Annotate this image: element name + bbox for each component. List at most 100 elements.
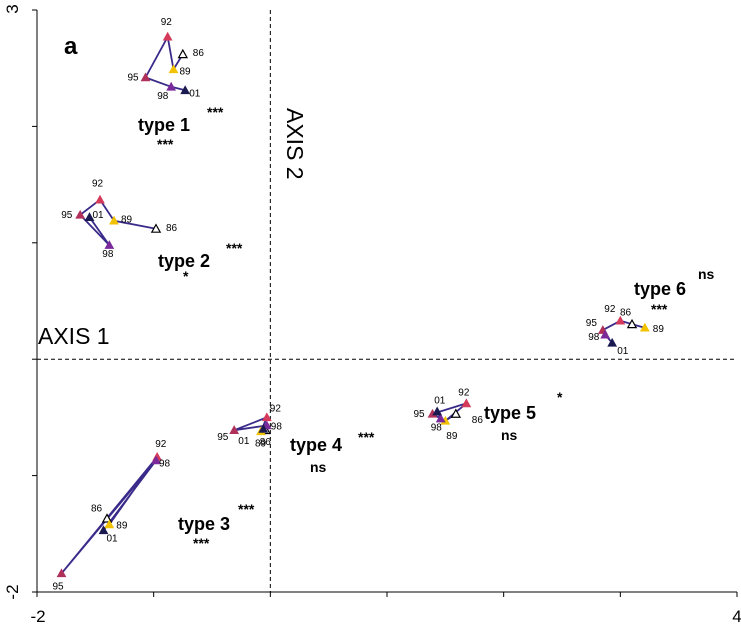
plot-frame <box>36 10 737 593</box>
point-marker-01 <box>607 337 618 347</box>
significance-axis1: ns <box>698 266 715 282</box>
year-label: 86 <box>91 504 103 515</box>
year-label: 95 <box>414 409 426 420</box>
significance-axis1: *** <box>358 429 375 445</box>
year-label: 95 <box>61 210 73 221</box>
year-label: 98 <box>102 249 114 260</box>
x-tick-label-max: 4 <box>732 607 741 626</box>
type-label: type 4 <box>290 435 342 455</box>
year-label: 01 <box>238 436 250 447</box>
type-label: type 6 <box>634 279 686 299</box>
point-marker-95 <box>75 209 86 219</box>
axis-ticks <box>32 9 738 597</box>
year-label: 92 <box>161 17 173 28</box>
significance-axis2: ns <box>501 427 518 443</box>
year-label: 01 <box>189 88 201 99</box>
point-marker-98 <box>151 455 161 465</box>
year-label: 86 <box>193 48 205 59</box>
point-marker-86 <box>150 223 162 233</box>
point-marker-98 <box>104 240 115 249</box>
point-marker-89 <box>168 64 179 74</box>
year-label: 89 <box>180 66 192 77</box>
year-label: 86 <box>472 415 484 426</box>
year-label: 98 <box>271 422 283 433</box>
point-marker-95 <box>140 72 151 82</box>
y-tick-label-max: 3 <box>3 4 22 13</box>
significance-axis1: *** <box>238 501 255 517</box>
significance-axis1: *** <box>226 240 243 256</box>
significance-axis2: *** <box>157 136 174 152</box>
point-marker-95 <box>56 568 67 578</box>
series-type-2: 86 89 92 95 98 01 <box>61 179 177 260</box>
significance-axis2: ns <box>310 459 327 475</box>
significance-axis2: *** <box>651 301 668 317</box>
point-marker-89 <box>639 322 650 332</box>
year-label: 86 <box>260 437 272 448</box>
point-marker-98 <box>600 329 611 339</box>
trajectory-line <box>79 198 157 247</box>
series-type-3: 86 89 92 95 98 01 <box>53 439 171 592</box>
year-label: 95 <box>217 432 229 443</box>
type-label: type 2 <box>158 251 210 271</box>
point-marker-92 <box>162 31 173 41</box>
year-label: 89 <box>446 431 458 442</box>
y-axis-title: AXIS 2 <box>282 108 308 180</box>
type-label: type 3 <box>178 514 230 534</box>
zero-lines <box>37 10 737 592</box>
x-axis-title: AXIS 1 <box>38 323 110 349</box>
year-label: 95 <box>53 581 65 592</box>
year-label: 98 <box>157 91 169 102</box>
year-label: 92 <box>270 403 282 414</box>
year-label: 92 <box>458 387 470 398</box>
type-label: type 1 <box>138 115 190 135</box>
year-label: 98 <box>588 332 600 343</box>
trajectory-line <box>144 35 186 92</box>
point-marker-98 <box>435 413 446 423</box>
point-marker-01 <box>432 406 443 416</box>
point-marker-01 <box>258 424 269 433</box>
year-label: 01 <box>93 210 105 221</box>
point-marker-89 <box>109 215 119 225</box>
year-label: 01 <box>434 396 446 407</box>
year-label: 95 <box>128 73 140 84</box>
year-label: 89 <box>653 324 665 335</box>
significance-axis1: *** <box>207 104 224 120</box>
year-label: 98 <box>159 459 171 470</box>
significance-axis2: * <box>183 268 189 284</box>
point-marker-86 <box>626 318 638 329</box>
year-label: 89 <box>121 215 133 226</box>
year-label: 86 <box>166 223 178 234</box>
point-marker-01 <box>84 212 95 221</box>
point-marker-89 <box>104 519 115 529</box>
point-marker-01 <box>98 525 109 535</box>
significance-axis1: * <box>557 389 563 405</box>
year-label: 89 <box>255 438 267 449</box>
point-marker-01 <box>180 85 191 95</box>
point-marker-86 <box>450 408 462 418</box>
year-label: 92 <box>155 439 167 450</box>
year-label: 98 <box>431 423 443 434</box>
year-label: 01 <box>107 533 119 544</box>
year-label: 01 <box>617 346 629 357</box>
series-type-5: 86 89 92 95 98 01 <box>414 387 484 442</box>
year-label: 92 <box>92 179 104 190</box>
year-label: 95 <box>586 318 598 329</box>
point-marker-86 <box>177 48 189 59</box>
year-label: 89 <box>116 521 128 532</box>
panel-label: a <box>64 33 78 60</box>
point-marker-98 <box>166 81 177 91</box>
type-label: type 5 <box>484 403 536 423</box>
series-type-6: 86 89 92 95 98 01 <box>586 304 665 357</box>
trajectory-line <box>60 456 159 575</box>
point-marker-92 <box>615 315 626 325</box>
point-marker-95 <box>229 425 240 434</box>
year-label: 86 <box>620 307 632 318</box>
y-tick-label-min: -2 <box>3 584 22 599</box>
year-label: 92 <box>604 304 616 315</box>
x-tick-label-min: -2 <box>30 607 45 626</box>
point-marker-92 <box>95 194 105 204</box>
